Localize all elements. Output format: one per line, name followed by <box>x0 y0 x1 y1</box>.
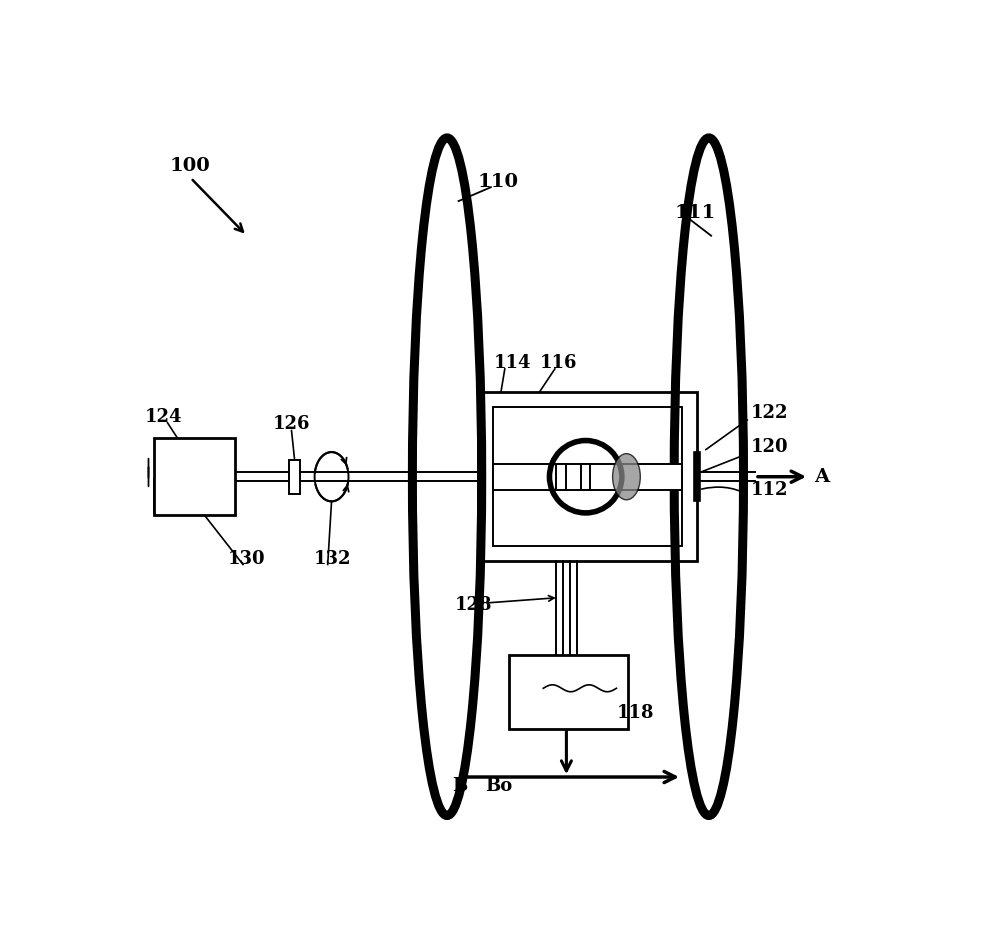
Text: 132: 132 <box>314 550 351 568</box>
Text: 130: 130 <box>228 550 265 568</box>
Text: 114: 114 <box>493 354 531 372</box>
Text: 126: 126 <box>272 415 310 433</box>
Bar <box>493 408 682 546</box>
Text: 110: 110 <box>478 173 519 191</box>
Ellipse shape <box>613 454 640 499</box>
Text: 111: 111 <box>674 204 715 222</box>
Text: Bo: Bo <box>486 777 513 795</box>
Bar <box>478 392 697 562</box>
Text: 128: 128 <box>455 597 492 615</box>
Bar <box>289 460 300 494</box>
Bar <box>509 655 628 729</box>
Text: 120: 120 <box>751 438 789 457</box>
Text: A: A <box>814 467 829 486</box>
Text: 118: 118 <box>616 704 654 722</box>
Text: 116: 116 <box>539 354 577 372</box>
Bar <box>493 464 682 490</box>
Bar <box>556 464 566 490</box>
Bar <box>581 464 590 490</box>
Text: 100: 100 <box>170 158 211 176</box>
Text: 122: 122 <box>751 404 789 422</box>
Bar <box>154 438 235 515</box>
Text: 124: 124 <box>144 408 182 426</box>
Text: 112: 112 <box>751 480 789 498</box>
Text: B: B <box>452 777 468 795</box>
